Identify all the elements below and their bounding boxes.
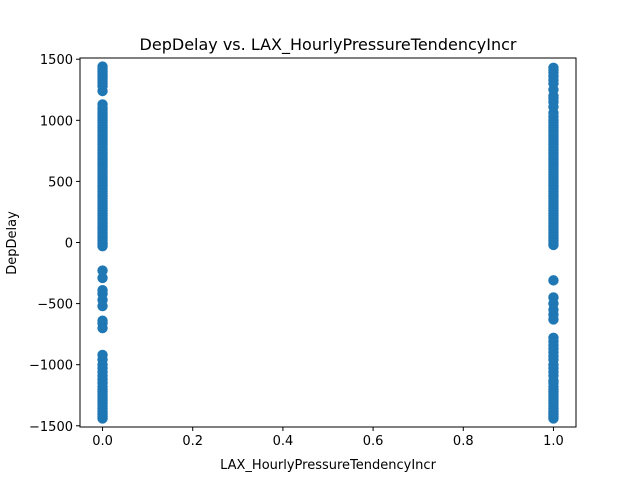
x-tick-label: 1.0 bbox=[543, 434, 564, 449]
scatter-point bbox=[97, 61, 108, 72]
scatter-point bbox=[97, 99, 108, 110]
y-axis-ticks: −1500 −1000 −500 0 500 1000 1500 bbox=[29, 53, 80, 435]
y-tick-label: −1000 bbox=[29, 359, 73, 374]
y-tick-label: 1000 bbox=[40, 114, 73, 129]
x-tick-label: 0.0 bbox=[92, 434, 113, 449]
scatter-point bbox=[97, 315, 108, 326]
scatter-point bbox=[548, 62, 559, 73]
x-tick-label: 0.8 bbox=[453, 434, 474, 449]
y-tick-label: 0 bbox=[65, 237, 73, 252]
scatter-point bbox=[548, 332, 559, 344]
x-axis-ticks: 0.0 0.2 0.4 0.6 0.8 1.0 bbox=[92, 427, 564, 449]
scatter-point bbox=[97, 265, 108, 276]
scatter-point bbox=[548, 275, 559, 286]
x-tick-label: 0.2 bbox=[182, 434, 203, 449]
scatter-point bbox=[97, 349, 108, 361]
plot-frame bbox=[79, 57, 577, 428]
x-axis-label: LAX_HourlyPressureTendencyIncr bbox=[220, 458, 436, 473]
x-tick-label: 0.6 bbox=[363, 434, 384, 449]
data-points bbox=[97, 61, 559, 424]
x-tick-label: 0.4 bbox=[273, 434, 294, 449]
y-tick-label: 500 bbox=[48, 175, 73, 190]
chart-title: DepDelay vs. LAX_HourlyPressureTendencyI… bbox=[140, 35, 517, 55]
scatter-point bbox=[97, 272, 108, 284]
y-tick-label: −500 bbox=[37, 298, 73, 313]
scatter-point bbox=[97, 284, 108, 296]
y-tick-label: −1500 bbox=[29, 420, 73, 435]
y-axis-label: DepDelay bbox=[5, 211, 20, 275]
y-tick-label: 1500 bbox=[40, 53, 73, 68]
scatter-point bbox=[548, 292, 559, 303]
